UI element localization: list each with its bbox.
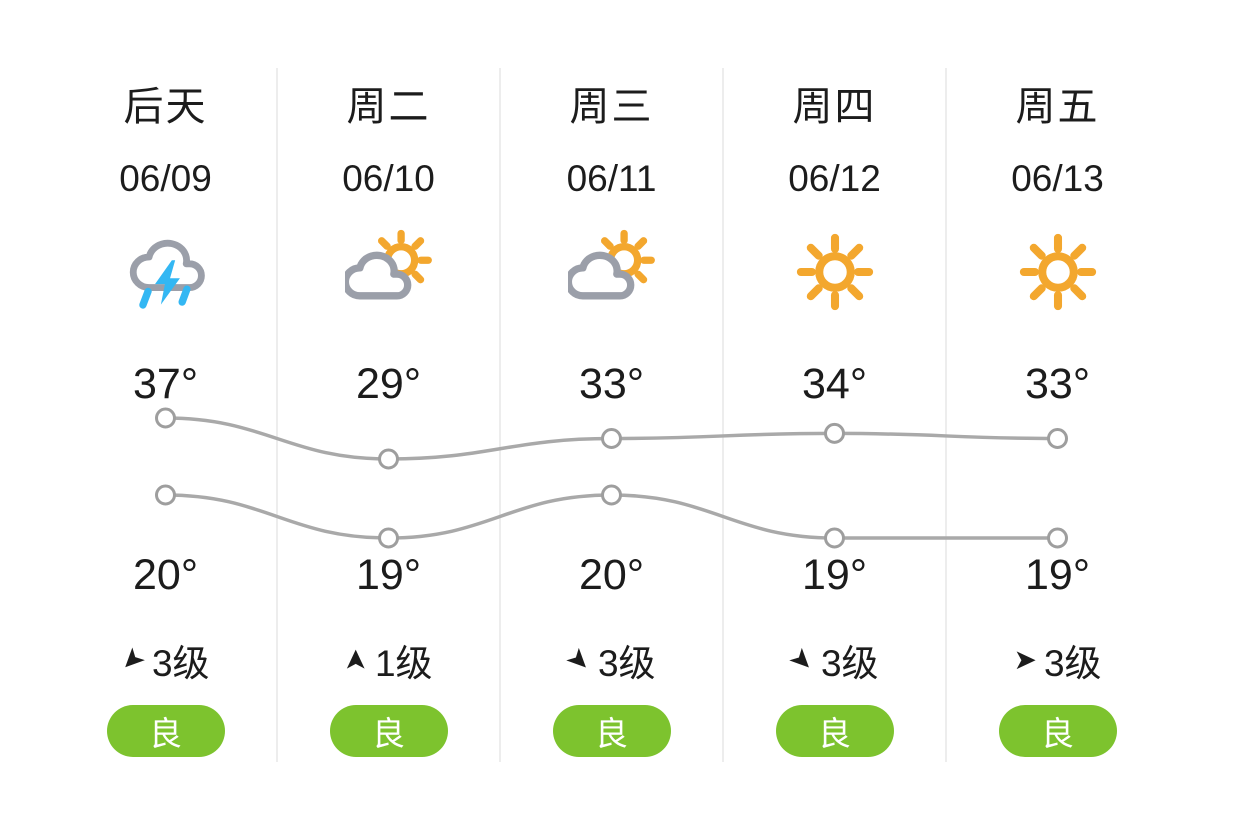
column-divider (276, 68, 278, 762)
wind-level: 3级 (1043, 643, 1102, 684)
forecast-day-column[interactable]: 后天 06/09 37° 20° ➤ 3级 良 (54, 0, 277, 828)
aqi-badge[interactable]: 良 (329, 705, 448, 757)
forecast-day-column[interactable]: 周三 06/11 33° 20° ➤ 3级 良 (500, 0, 723, 828)
wind-level: 3级 (597, 643, 656, 684)
date-label: 06/13 (1011, 158, 1104, 199)
aqi-badge[interactable]: 良 (998, 705, 1117, 757)
wind-direction-icon: ➤ (114, 641, 153, 680)
sunny-icon (796, 233, 873, 311)
date-label: 06/10 (342, 158, 435, 199)
date-label: 06/12 (788, 158, 881, 199)
wind-direction-icon: ➤ (560, 640, 599, 679)
high-temp: 34° (801, 360, 868, 408)
weather-icon (946, 226, 1169, 318)
wind-info: ➤ 1级 (277, 633, 500, 687)
day-label: 周二 (346, 85, 431, 129)
low-temp: 20° (578, 551, 645, 599)
weather-icon (723, 226, 946, 318)
thunderstorm-icon (129, 239, 205, 309)
day-label: 周五 (1015, 85, 1100, 129)
wind-level: 3级 (820, 643, 879, 684)
sunny-icon (1019, 233, 1096, 311)
aqi-badge[interactable]: 良 (106, 705, 225, 757)
sun-behind-cloud-icon (567, 229, 655, 300)
column-divider (499, 68, 501, 762)
wind-direction-icon: ➤ (1013, 644, 1037, 675)
wind-direction-icon: ➤ (783, 640, 822, 679)
high-temp: 33° (1024, 360, 1091, 408)
date-label: 06/09 (119, 158, 212, 199)
day-label: 周四 (792, 85, 877, 129)
wind-direction-icon: ➤ (340, 648, 372, 672)
wind-level: 1级 (374, 643, 433, 684)
wind-info: ➤ 3级 (500, 633, 723, 687)
day-label: 后天 (123, 85, 208, 129)
low-temp: 19° (801, 551, 868, 599)
aqi-badge[interactable]: 良 (552, 705, 671, 757)
weather-icon (277, 226, 500, 318)
forecast-day-column[interactable]: 周五 06/13 33° 19° ➤ 3级 良 (946, 0, 1169, 828)
aqi-badge[interactable]: 良 (775, 705, 894, 757)
temperature-trend-chart (155, 407, 1068, 549)
high-temp: 37° (132, 360, 199, 408)
wind-level: 3级 (151, 643, 210, 684)
low-temp: 20° (132, 551, 199, 599)
wind-info: ➤ 3级 (723, 633, 946, 687)
sun-behind-cloud-icon (344, 229, 432, 300)
high-temp: 29° (355, 360, 422, 408)
weather-icon (54, 226, 277, 318)
weather-icon (500, 226, 723, 318)
low-temp: 19° (1024, 551, 1091, 599)
high-temp: 33° (578, 360, 645, 408)
column-divider (722, 68, 724, 762)
wind-info: ➤ 3级 (946, 633, 1169, 687)
low-temp: 19° (355, 551, 422, 599)
day-label: 周三 (569, 85, 654, 129)
date-label: 06/11 (566, 158, 657, 199)
wind-info: ➤ 3级 (54, 633, 277, 687)
forecast-day-column[interactable]: 周四 06/12 34° 19° ➤ 3级 良 (723, 0, 946, 828)
column-divider (945, 68, 947, 762)
forecast-day-column[interactable]: 周二 06/10 29° 19° ➤ 1级 良 (277, 0, 500, 828)
forecast-grid: 后天 06/09 37° 20° ➤ 3级 良 周二 06/10 (54, 0, 1169, 828)
